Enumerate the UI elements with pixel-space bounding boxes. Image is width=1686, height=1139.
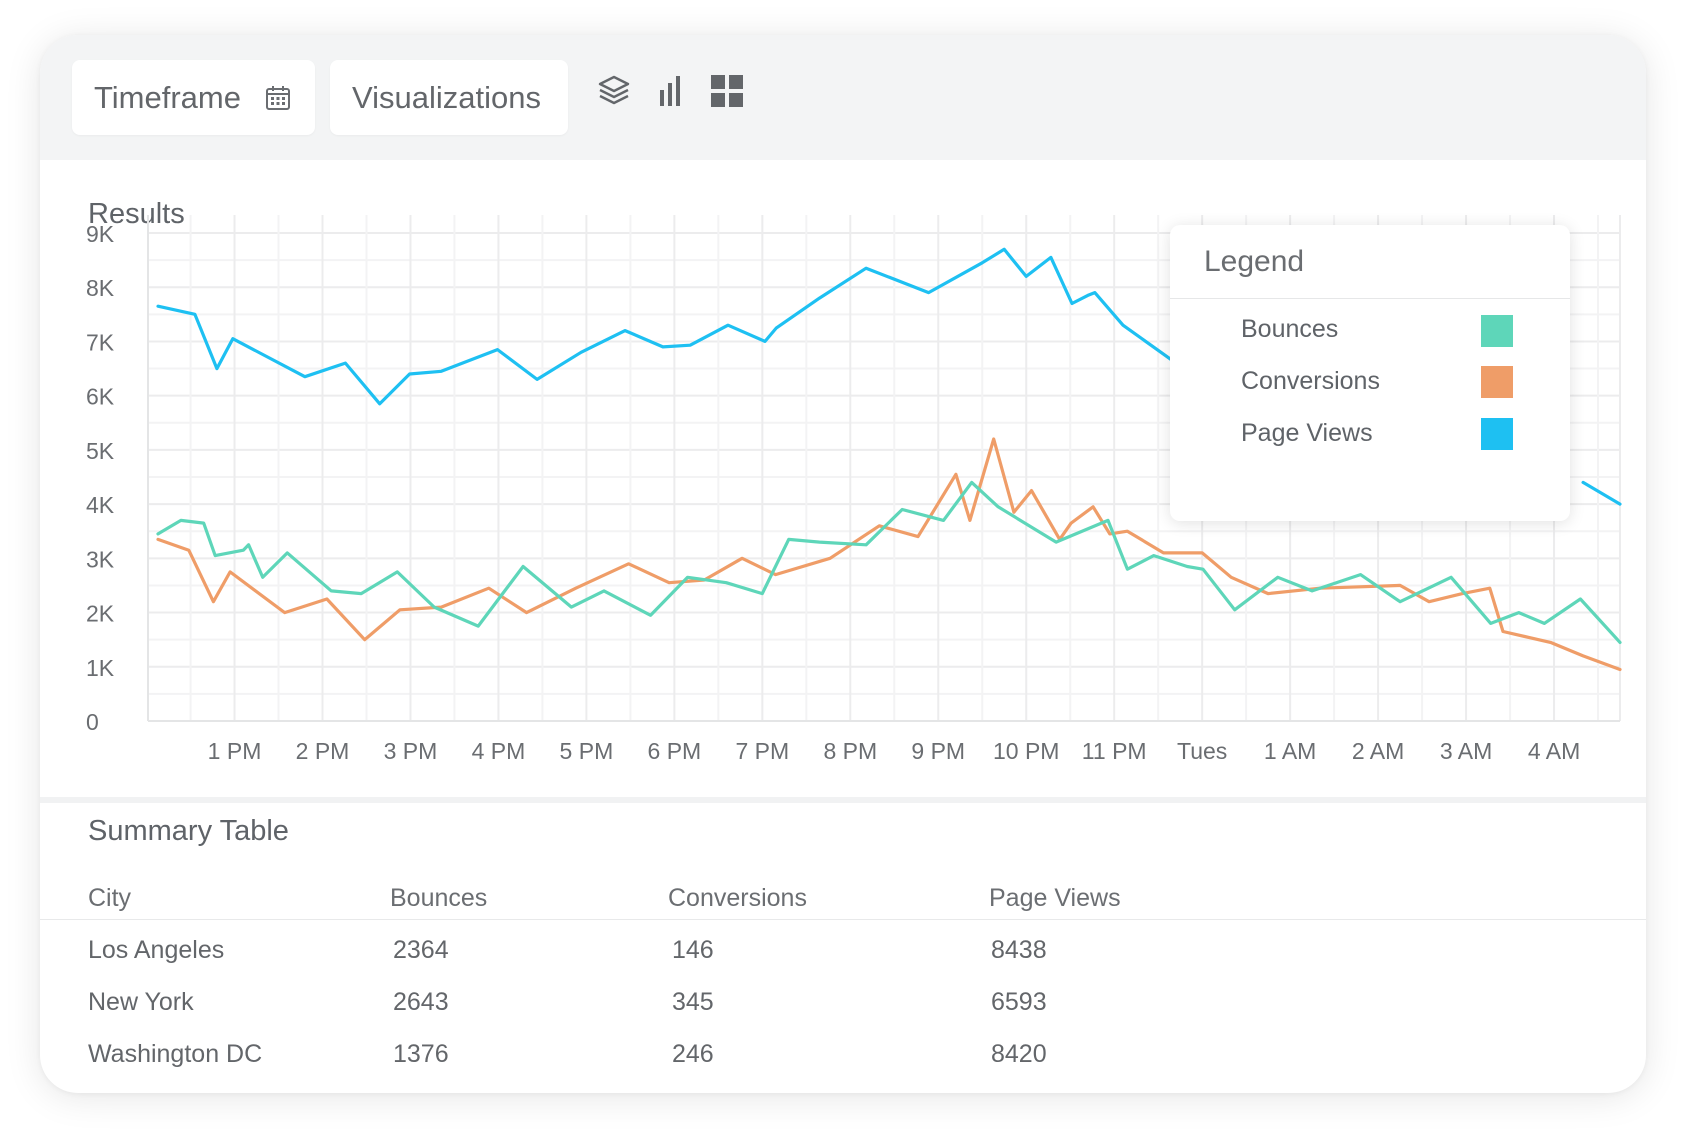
y-tick-label: 6K: [86, 384, 115, 410]
cell-conversions: 146: [672, 936, 714, 964]
timeframe-label: Timeframe: [94, 79, 241, 115]
x-tick-label: 9 PM: [911, 738, 965, 764]
y-tick-label: 8K: [86, 275, 115, 301]
x-tick-label: 11 PM: [1082, 738, 1147, 764]
column-header-bounces: Bounces: [390, 884, 488, 912]
x-tick-label: 8 PM: [823, 738, 877, 764]
cell-city: Washington DC: [88, 1040, 263, 1068]
visualizations-button[interactable]: Visualizations: [330, 60, 568, 135]
y-tick-label: 3K: [86, 546, 115, 572]
x-tick-label: 1 PM: [208, 738, 262, 764]
cell-conversions: 246: [672, 1040, 714, 1068]
cell-city: New York: [88, 988, 194, 1016]
y-tick-label: 9K: [86, 221, 115, 247]
cell-page-views: 8438: [991, 936, 1047, 964]
column-header-page-views: Page Views: [989, 884, 1121, 912]
legend-title: Legend: [1204, 245, 1305, 278]
x-tick-label: 5 PM: [560, 738, 614, 764]
x-tick-label: Tues: [1177, 738, 1227, 764]
summary-table-title: Summary Table: [88, 815, 289, 847]
cell-city: Los Angeles: [88, 936, 225, 964]
cell-bounces: 2643: [393, 988, 449, 1016]
chart-axes: 0 1K 2K 3K 4K 5K 6K 7K 8K 9K 1 PM 2 PM 3 PM 4 PM 5 PM 6…: [86, 221, 1580, 764]
chart-series: [156, 247, 1622, 672]
y-tick-label: 4K: [86, 492, 115, 518]
legend-label-bounces: Bounces: [1241, 315, 1339, 343]
x-tick-label: 2 PM: [296, 738, 350, 764]
toolbar: Timeframe Visualizations: [40, 35, 1646, 160]
column-header-city: City: [88, 884, 132, 912]
series-line-bounces: [156, 480, 1622, 645]
legend-swatch-page-views: [1481, 418, 1513, 450]
x-tick-label: 1 AM: [1264, 738, 1316, 764]
visualizations-label: Visualizations: [352, 79, 541, 115]
legend-swatch-conversions: [1481, 366, 1513, 398]
legend-label-page-views: Page Views: [1241, 419, 1373, 447]
series-line-conversions: [156, 437, 1622, 672]
table-header-divider: [40, 919, 1646, 920]
y-tick-label: 5K: [86, 438, 115, 464]
series-line-page-views: [156, 247, 1181, 406]
x-tick-label: 6 PM: [648, 738, 702, 764]
legend-panel: Legend Bounces Conversions Page Views: [1170, 225, 1570, 521]
y-tick-label: 7K: [86, 329, 115, 355]
x-tick-label: 4 PM: [472, 738, 526, 764]
column-header-conversions: Conversions: [668, 884, 807, 912]
x-tick-label: 3 AM: [1440, 738, 1492, 764]
y-tick-label: 1K: [86, 655, 115, 681]
timeframe-button[interactable]: Timeframe: [72, 60, 315, 135]
calendar-icon: [266, 86, 290, 110]
series-line-page-views-continued: [1581, 480, 1622, 506]
legend-label-conversions: Conversions: [1241, 367, 1380, 395]
x-tick-label: 7 PM: [735, 738, 789, 764]
cell-bounces: 1376: [393, 1040, 449, 1068]
cell-conversions: 345: [672, 988, 714, 1016]
legend-swatch-bounces: [1481, 315, 1513, 347]
line-chart: 0 1K 2K 3K 4K 5K 6K 7K 8K 9K 1 PM 2 PM 3 PM 4 PM 5 PM 6…: [86, 215, 1622, 764]
dashboard-card: Timeframe Visualizations: [40, 35, 1646, 1093]
cell-page-views: 8420: [991, 1040, 1047, 1068]
x-tick-label: 2 AM: [1352, 738, 1404, 764]
x-tick-label: 4 AM: [1528, 738, 1580, 764]
section-divider: [40, 797, 1646, 803]
cell-page-views: 6593: [991, 988, 1047, 1016]
layers-icon[interactable]: [597, 74, 631, 108]
grid-icon[interactable]: [710, 74, 744, 108]
results-title: Results: [88, 198, 185, 230]
cell-bounces: 2364: [393, 936, 449, 964]
legend-divider: [1170, 298, 1570, 299]
y-tick-label: 2K: [86, 601, 115, 627]
x-tick-label: 10 PM: [993, 738, 1059, 764]
bar-chart-icon[interactable]: [655, 74, 685, 108]
y-tick-label: 0: [86, 709, 99, 735]
x-tick-label: 3 PM: [384, 738, 438, 764]
